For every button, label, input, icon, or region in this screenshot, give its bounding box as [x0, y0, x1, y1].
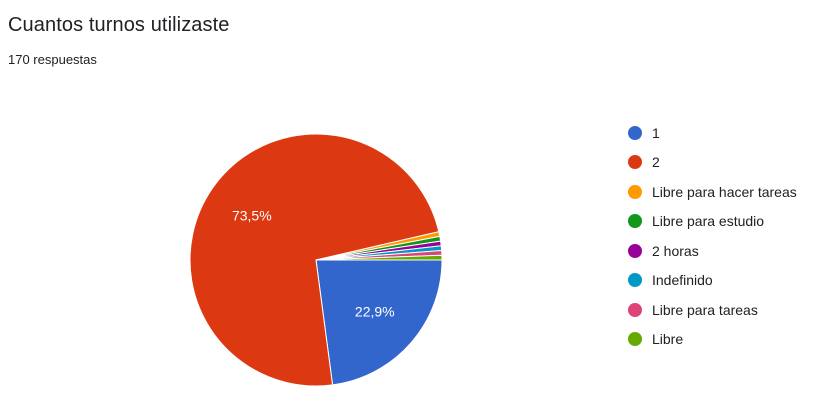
legend-swatch	[628, 184, 642, 199]
legend-item[interactable]: 2	[628, 148, 797, 178]
response-count: 170 respuestas	[8, 52, 97, 67]
legend-item[interactable]: Libre para estudio	[628, 207, 797, 237]
pie-data-label: 73,5%	[232, 207, 272, 223]
legend-label: Libre para estudio	[652, 213, 765, 230]
legend-swatch	[628, 155, 642, 170]
chart-title: Cuantos turnos utilizaste	[8, 14, 230, 36]
legend-item[interactable]: Libre para hacer tareas	[628, 177, 797, 207]
legend-item[interactable]: 1	[628, 118, 797, 148]
legend-swatch	[628, 302, 642, 317]
pie-slice[interactable]	[315, 259, 443, 386]
legend-swatch	[628, 243, 642, 258]
legend-label: 2 horas	[652, 242, 699, 259]
legend-label: 1	[652, 124, 660, 141]
legend-label: Indefinido	[652, 272, 713, 289]
pie-data-label: 22,9%	[355, 303, 395, 319]
legend-item[interactable]: Indefinido	[628, 266, 797, 296]
legend-item[interactable]: Libre para tareas	[628, 295, 797, 325]
chart-legend: 1 2 Libre para hacer tareas Libre para e…	[628, 118, 797, 354]
legend-label: Libre	[652, 331, 684, 348]
legend-item[interactable]: 2 horas	[628, 236, 797, 266]
legend-label: Libre para tareas	[652, 301, 758, 318]
legend-swatch	[628, 332, 642, 347]
legend-swatch	[628, 214, 642, 229]
legend-swatch	[628, 125, 642, 140]
legend-swatch	[628, 273, 642, 288]
legend-label: 2	[652, 154, 660, 171]
pie-slice[interactable]	[315, 254, 443, 261]
legend-item[interactable]: Libre	[628, 325, 797, 355]
legend-label: Libre para hacer tareas	[652, 183, 797, 200]
pie-slice[interactable]	[189, 133, 440, 387]
